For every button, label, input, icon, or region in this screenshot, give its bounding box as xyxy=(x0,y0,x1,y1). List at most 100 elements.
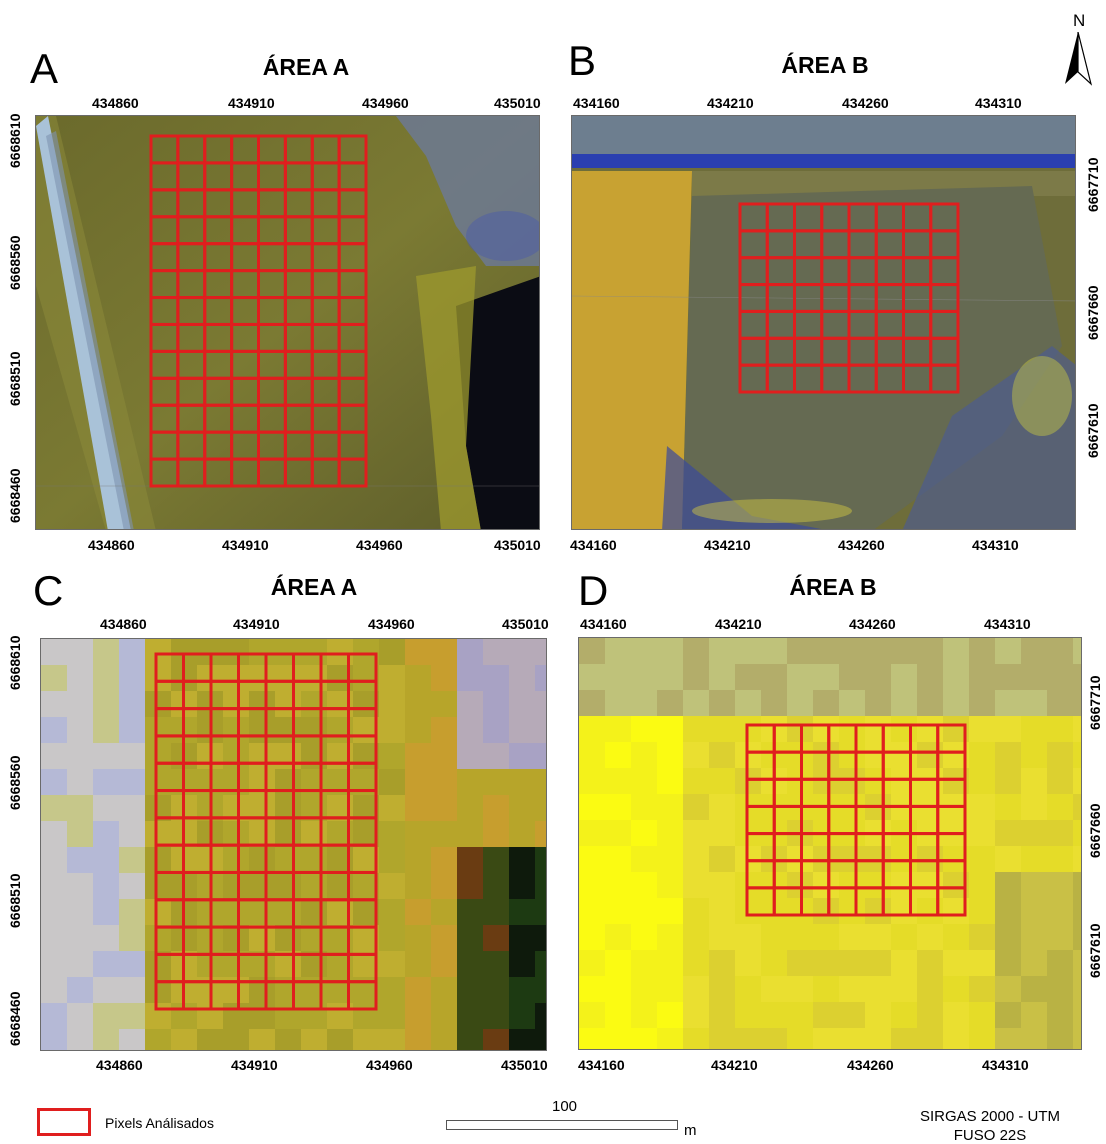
pixel-cell xyxy=(813,1002,840,1029)
pixel-cell xyxy=(631,768,658,795)
panel-d-ytick: 6667710 xyxy=(1087,675,1103,730)
pixel-cell xyxy=(405,899,432,926)
pixel-cell xyxy=(631,898,658,925)
pixel-cell xyxy=(301,1003,328,1030)
pixel-cell xyxy=(119,743,146,770)
panel-b-xtick-top: 434210 xyxy=(707,95,754,111)
pixel-cell xyxy=(683,638,710,665)
pixel-cell xyxy=(301,1029,328,1050)
panel-b-image xyxy=(572,116,1075,529)
pixel-cell xyxy=(379,665,406,692)
panel-d-map xyxy=(578,637,1082,1050)
pixel-cell xyxy=(379,639,406,666)
pixel-cell xyxy=(969,716,996,743)
pixel-cell xyxy=(41,977,68,1004)
pixel-cell xyxy=(249,691,276,718)
pixel-cell xyxy=(657,690,684,717)
pixel-cell xyxy=(41,717,68,744)
pixel-cell xyxy=(1021,716,1048,743)
pixel-cell xyxy=(509,821,536,848)
pixel-cell xyxy=(657,820,684,847)
pixel-cell xyxy=(431,873,458,900)
pixel-cell xyxy=(275,847,302,874)
panel-c-xtick-top: 434860 xyxy=(100,616,147,632)
panel-a-ytick: 6668460 xyxy=(7,468,23,523)
pixel-cell xyxy=(605,794,632,821)
pixel-cell xyxy=(223,639,250,666)
pixel-cell xyxy=(813,742,840,769)
pixel-cell xyxy=(301,847,328,874)
pixel-cell xyxy=(969,924,996,951)
pixel-cell xyxy=(813,872,840,899)
pixel-cell xyxy=(683,976,710,1003)
pixel-cell xyxy=(93,691,120,718)
panel-d-ytick: 6667610 xyxy=(1087,923,1103,978)
pixel-grid-b xyxy=(738,202,960,394)
pixel-cell xyxy=(535,1029,546,1050)
pixel-cell xyxy=(839,690,866,717)
pixel-cell xyxy=(631,846,658,873)
pixel-cell xyxy=(119,795,146,822)
pixel-cell xyxy=(483,691,510,718)
pixel-cell xyxy=(145,665,172,692)
pixel-cell xyxy=(709,742,736,769)
pixel-cell xyxy=(223,873,250,900)
pixel-cell xyxy=(457,977,484,1004)
pixel-cell xyxy=(865,690,892,717)
pixel-cell xyxy=(93,821,120,848)
pixel-cell xyxy=(709,794,736,821)
pixel-cell xyxy=(995,664,1022,691)
pixel-cell xyxy=(891,872,918,899)
pixel-cell xyxy=(41,873,68,900)
analysed-pixel xyxy=(337,457,368,488)
pixel-cell xyxy=(405,1029,432,1050)
pixel-cell xyxy=(301,639,328,666)
pixel-cell xyxy=(483,847,510,874)
pixel-cell xyxy=(1073,768,1081,795)
pixel-cell xyxy=(431,951,458,978)
pixel-cell xyxy=(1021,664,1048,691)
pixel-cell xyxy=(891,898,918,925)
pixel-cell xyxy=(249,1003,276,1030)
pixel-cell xyxy=(93,743,120,770)
pixel-cell xyxy=(275,1003,302,1030)
pixel-cell xyxy=(631,1002,658,1029)
pixel-cell xyxy=(761,976,788,1003)
pixel-cell xyxy=(119,1029,146,1050)
pixel-cell xyxy=(67,951,94,978)
pixel-cell xyxy=(1073,638,1081,665)
pixel-cell xyxy=(93,639,120,666)
pixel-cell xyxy=(301,821,328,848)
pixel-cell xyxy=(93,1003,120,1030)
pixel-cell xyxy=(865,1002,892,1029)
pixel-cell xyxy=(509,951,536,978)
panel-c-ytick: 6668510 xyxy=(7,873,23,928)
pixel-cell xyxy=(1047,846,1074,873)
pixel-cell xyxy=(683,742,710,769)
crs-line-1: SIRGAS 2000 - UTM xyxy=(919,1108,1061,1125)
pixel-cell xyxy=(995,820,1022,847)
pixel-cell xyxy=(709,820,736,847)
pixel-cell xyxy=(917,716,944,743)
pixel-cell xyxy=(405,925,432,952)
pixel-cell xyxy=(431,691,458,718)
pixel-cell xyxy=(67,795,94,822)
pixel-cell xyxy=(405,847,432,874)
pixel-cell xyxy=(605,690,632,717)
pixel-cell xyxy=(657,1028,684,1049)
analysed-pixel xyxy=(929,363,960,394)
pixel-cell xyxy=(813,716,840,743)
panel-a-xtick-top: 434960 xyxy=(362,95,409,111)
pixel-cell xyxy=(631,976,658,1003)
panel-c-xtick-bottom: 434860 xyxy=(96,1057,143,1073)
pixel-cell xyxy=(943,1002,970,1029)
pixel-cell xyxy=(605,768,632,795)
pixel-cell xyxy=(579,690,606,717)
panel-a-xtick-bottom: 434960 xyxy=(356,537,403,553)
pixel-cell xyxy=(839,924,866,951)
pixel-cell xyxy=(605,846,632,873)
pixel-cell xyxy=(483,639,510,666)
pixel-cell xyxy=(683,794,710,821)
panel-c-title: ÁREA A xyxy=(270,574,358,600)
pixel-cell xyxy=(509,717,536,744)
